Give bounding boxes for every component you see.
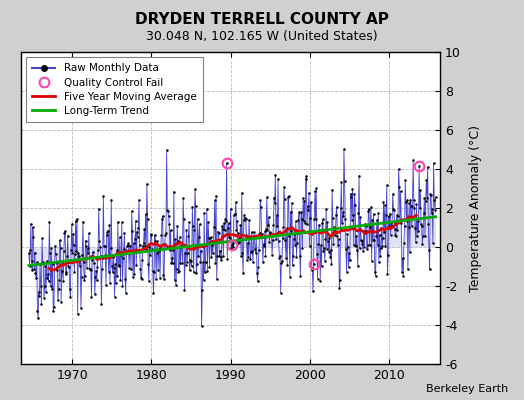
Text: 30.048 N, 102.165 W (United States): 30.048 N, 102.165 W (United States): [146, 30, 378, 43]
Legend: Raw Monthly Data, Quality Control Fail, Five Year Moving Average, Long-Term Tren: Raw Monthly Data, Quality Control Fail, …: [26, 57, 203, 122]
Text: DRYDEN TERRELL COUNTY AP: DRYDEN TERRELL COUNTY AP: [135, 12, 389, 27]
Text: Berkeley Earth: Berkeley Earth: [426, 384, 508, 394]
Y-axis label: Temperature Anomaly (°C): Temperature Anomaly (°C): [469, 124, 482, 292]
